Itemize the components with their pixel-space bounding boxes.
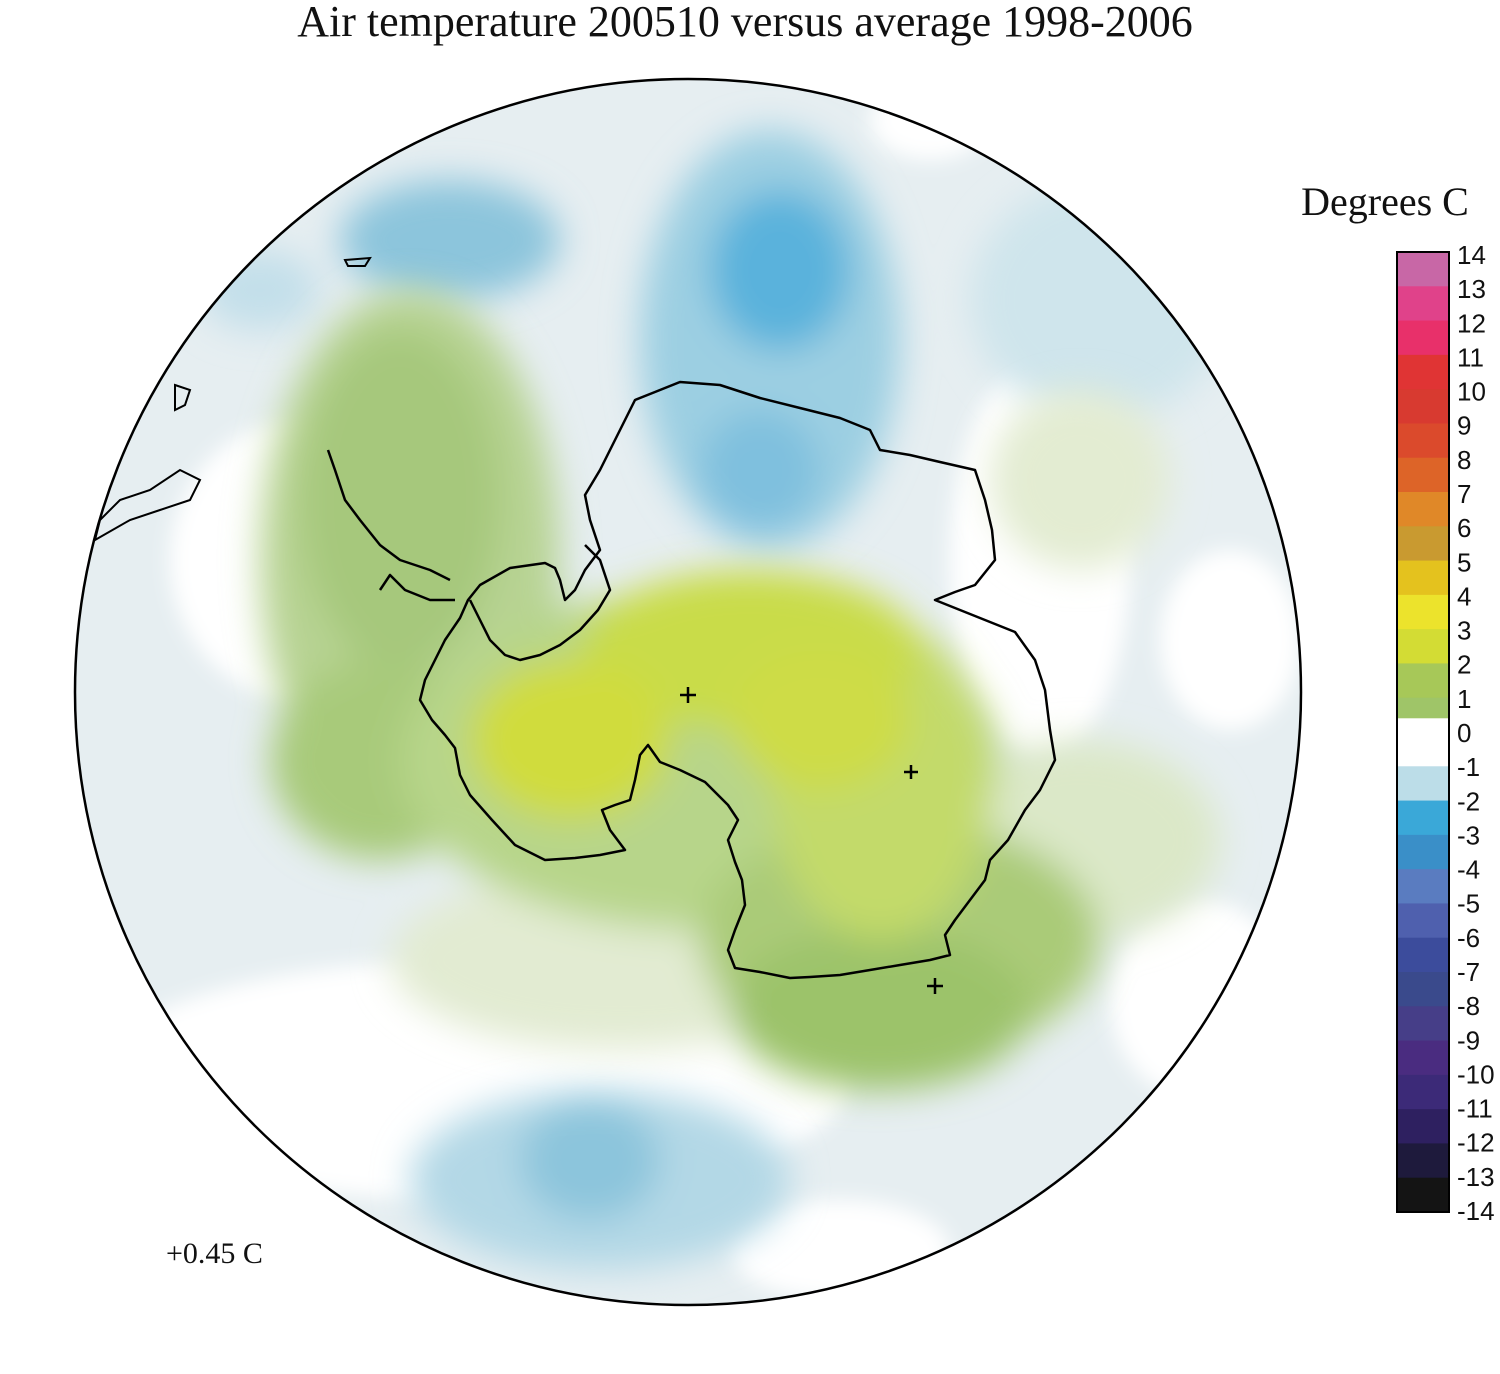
mean-anomaly-label: +0.45 C [166, 1237, 263, 1270]
color-swatch [1397, 1006, 1449, 1042]
color-swatch [1397, 526, 1449, 562]
color-bar-tick-label: 13 [1457, 274, 1486, 304]
color-bar-tick-label: -3 [1457, 820, 1480, 850]
color-bar-tick-label: -10 [1457, 1059, 1495, 1089]
color-swatch [1397, 320, 1449, 356]
color-bar-tick-label: 12 [1457, 308, 1486, 338]
color-swatch [1397, 834, 1449, 870]
color-bar-tick-label: 1 [1457, 684, 1471, 714]
color-bar-tick-label: 8 [1457, 445, 1471, 475]
color-swatch [1397, 560, 1449, 596]
color-swatch [1397, 492, 1449, 527]
color-swatch [1397, 800, 1449, 836]
color-bar-tick-label: -11 [1457, 1094, 1493, 1124]
south-america-fragments [93, 256, 372, 543]
color-bar-tick-label: -14 [1457, 1196, 1495, 1226]
color-bar-tick-label: 7 [1457, 479, 1471, 509]
color-swatch [1397, 354, 1449, 390]
color-bar-tick-label: -13 [1457, 1162, 1495, 1192]
color-bar-tick-label: 4 [1457, 581, 1471, 611]
antarctica-coastline [326, 380, 1057, 980]
color-swatch [1397, 1040, 1449, 1076]
color-bar-border [1396, 251, 1450, 1213]
color-bar-tick-label: 10 [1457, 377, 1486, 407]
color-swatch [1397, 1143, 1449, 1179]
color-swatch [1397, 594, 1449, 630]
map-title: Air temperature 200510 versus average 19… [297, 0, 1193, 46]
color-bar-tick-label: -7 [1457, 957, 1480, 987]
color-bar-tick-label: 5 [1457, 547, 1471, 577]
negative-anomaly-regions [200, 130, 1230, 1270]
color-swatch [1397, 766, 1449, 802]
color-bar-tick-label: 2 [1457, 650, 1471, 680]
color-bar-tick-label: 9 [1457, 411, 1471, 441]
color-bar-tick-label: -12 [1457, 1128, 1495, 1158]
color-bar-tick-label: 0 [1457, 718, 1471, 748]
color-swatch [1397, 903, 1449, 939]
color-swatch [1397, 252, 1449, 287]
legend-title: Degrees C [1301, 179, 1469, 224]
color-swatch [1397, 629, 1449, 665]
zero-band [1397, 718, 1449, 746]
color-swatch [1397, 1177, 1449, 1213]
color-bar-tick-label: -4 [1457, 855, 1480, 885]
color-scale-bar: 14131211109876543210-1-2-3-4-5-6-7-8-9-1… [1396, 240, 1495, 1226]
map-border [73, 77, 1303, 1307]
color-bar-tick-label: -9 [1457, 1025, 1480, 1055]
color-swatch [1397, 1109, 1449, 1145]
station-markers [680, 687, 943, 994]
color-swatch [1397, 389, 1449, 425]
color-bar-tick-label: -8 [1457, 991, 1480, 1021]
color-swatch [1397, 1074, 1449, 1110]
color-bar-tick-label: 3 [1457, 616, 1471, 646]
color-swatch [1397, 286, 1449, 322]
color-bar-tick-label: -5 [1457, 889, 1480, 919]
color-swatch [1397, 423, 1449, 459]
color-bar-tick-label: 11 [1457, 342, 1484, 372]
color-swatch [1397, 869, 1449, 905]
map-disc [75, 79, 1301, 1305]
color-swatch [1397, 937, 1449, 973]
color-swatch [1397, 972, 1449, 1007]
color-swatch [1397, 457, 1449, 493]
color-bar-tick-label: 6 [1457, 513, 1471, 543]
color-bar-tick-label: -1 [1457, 752, 1480, 782]
color-bar-tick-label: -6 [1457, 923, 1480, 953]
color-swatch [1397, 663, 1449, 699]
color-bar-tick-label: -2 [1457, 786, 1480, 816]
color-bar-tick-label: 14 [1457, 240, 1486, 270]
positive-anomaly-regions [260, 290, 1220, 1090]
